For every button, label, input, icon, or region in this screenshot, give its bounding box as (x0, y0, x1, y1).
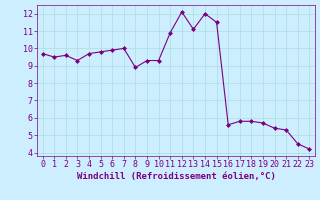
X-axis label: Windchill (Refroidissement éolien,°C): Windchill (Refroidissement éolien,°C) (76, 172, 276, 181)
